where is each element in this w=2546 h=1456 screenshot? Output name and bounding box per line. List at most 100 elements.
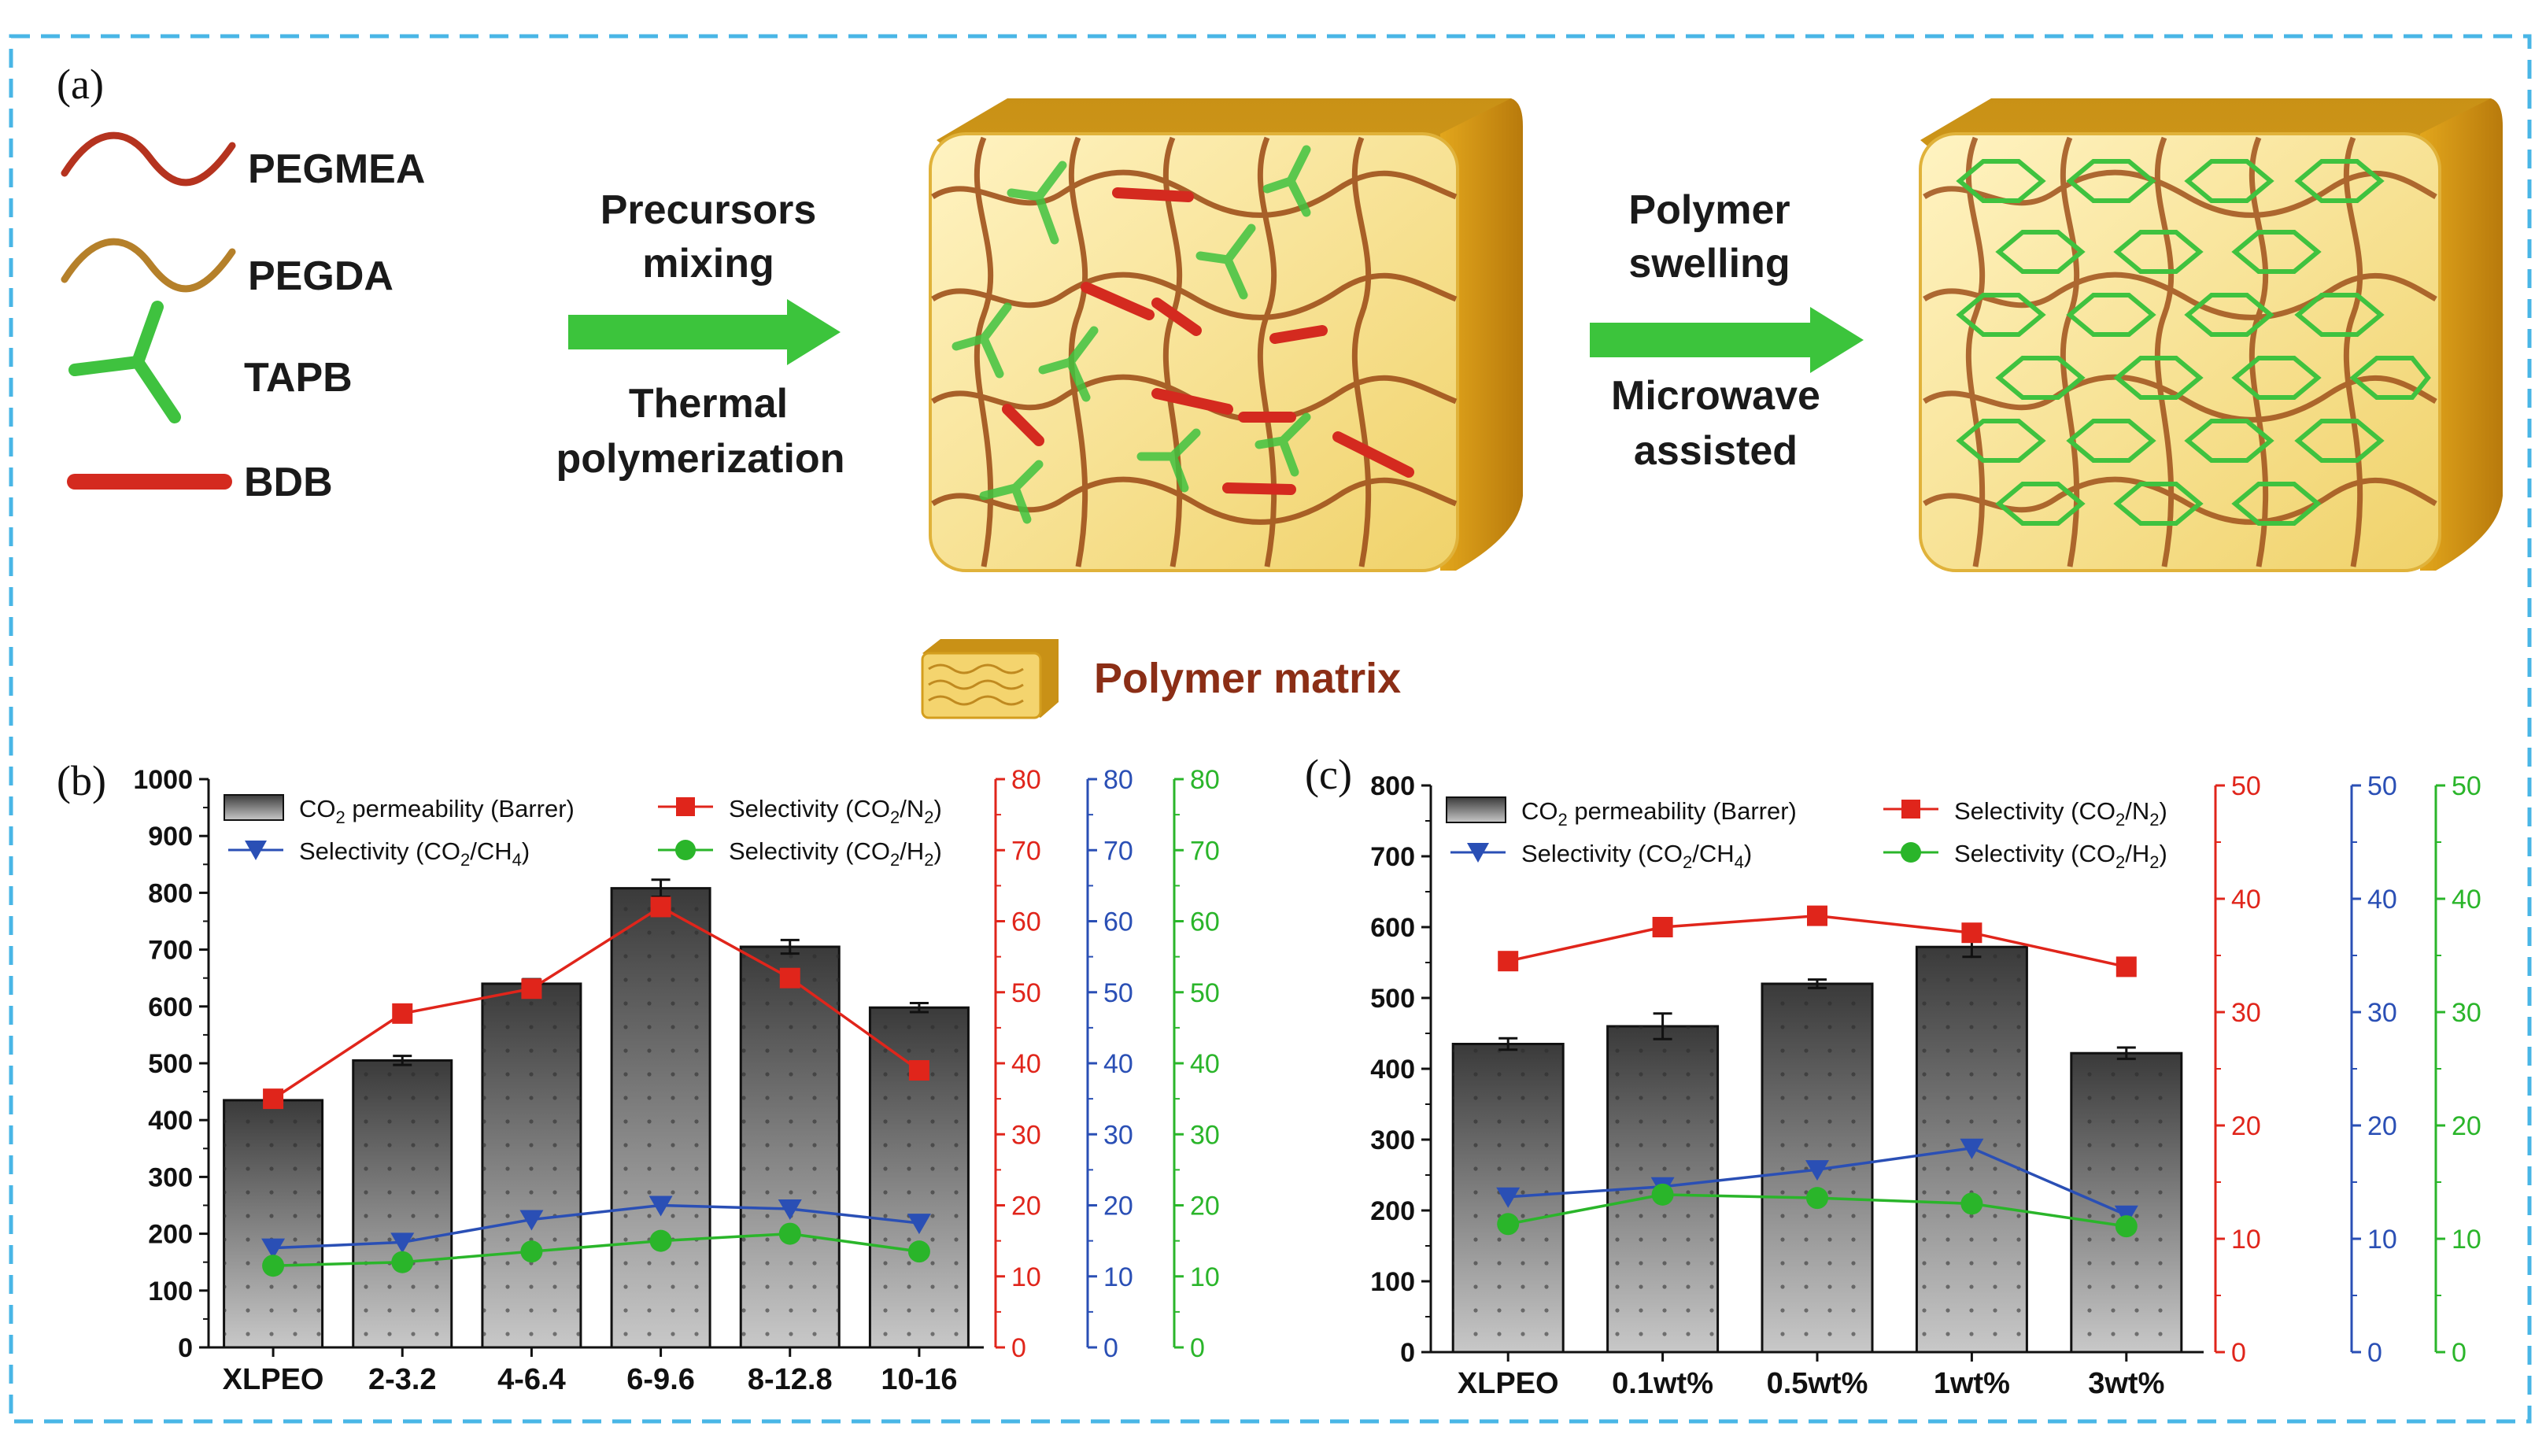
chart-b-legend: CO2 permeability (Barrer) Selectivity (C… — [224, 794, 942, 870]
right-tick-label: 70 — [1190, 836, 1220, 866]
series-point — [2115, 1215, 2138, 1238]
left-tick-label: 900 — [148, 822, 193, 852]
series-point — [263, 1088, 284, 1110]
legend-bar-label: CO2 permeability (Barrer) — [299, 795, 575, 827]
right-tick-label: 30 — [1103, 1120, 1133, 1150]
step1-top-line2: mixing — [642, 241, 774, 286]
bar-texture — [741, 946, 840, 1347]
left-tick-label: 100 — [1370, 1267, 1415, 1297]
series-point — [907, 1214, 931, 1235]
panel-a: (a) PEGMEA PEGDA TAPB BDB Precursors mix… — [57, 61, 2503, 719]
left-tick-label: 300 — [1370, 1125, 1415, 1155]
step1-arrow-icon — [568, 299, 841, 365]
polymer-matrix-label: Polymer matrix — [1094, 655, 1401, 702]
right-tick-label: 10 — [1103, 1262, 1133, 1292]
polymer-matrix-legend: Polymer matrix — [921, 639, 1401, 719]
bar-texture — [224, 1099, 323, 1347]
left-tick-label: 100 — [148, 1277, 193, 1306]
right-tick-label: 80 — [1011, 765, 1041, 795]
right-tick-label: 20 — [2367, 1111, 2397, 1141]
right-tick-label: 50 — [1011, 978, 1041, 1008]
step1-top-line1: Precursors — [600, 187, 817, 233]
step2-bottom-line1: Microwave — [1611, 373, 1820, 419]
series-line — [273, 1203, 920, 1250]
right-tick-label: 10 — [2231, 1225, 2261, 1255]
left-tick-label: 400 — [1370, 1055, 1415, 1085]
right-tick-label: 80 — [1103, 765, 1133, 795]
bar-texture — [482, 983, 581, 1347]
x-tick-label: XLPEO — [223, 1363, 324, 1396]
series-point — [392, 1003, 413, 1024]
legend-tapb: TAPB — [68, 301, 353, 423]
legend-bdb: BDB — [67, 460, 333, 505]
right-tick-label: 0 — [1011, 1333, 1026, 1363]
x-tick-label: 4-6.4 — [497, 1363, 566, 1396]
legend-ch4-marker — [245, 841, 267, 860]
legend-tapb-label: TAPB — [244, 355, 353, 401]
right-tick-label: 20 — [2231, 1111, 2261, 1141]
series-point — [1961, 922, 1982, 944]
series-point — [649, 1229, 672, 1252]
left-tick-label: 300 — [148, 1162, 193, 1192]
step1-arrow-group: Precursors mixing Thermal polymerization — [556, 187, 845, 482]
chart-c-legend: CO2 permeability (Barrer) Selectivity (C… — [1446, 796, 2167, 872]
right-tick-label: 50 — [1103, 978, 1133, 1008]
left-tick-label: 700 — [1370, 842, 1415, 872]
left-tick-label: 700 — [148, 936, 193, 966]
right-tick-label: 20 — [2452, 1111, 2481, 1141]
bar-texture — [612, 888, 711, 1347]
left-tick-label: 0 — [1400, 1338, 1415, 1368]
left-tick-label: 200 — [148, 1220, 193, 1250]
series-point — [1806, 1187, 1828, 1210]
series-point — [1960, 1138, 1984, 1159]
right-tick-label: 60 — [1103, 907, 1133, 937]
step2-top-line1: Polymer — [1628, 187, 1790, 233]
step2-top-line2: swelling — [1628, 241, 1790, 286]
right-tick-label: 30 — [2452, 998, 2481, 1028]
panel-c-label: (c) — [1305, 751, 1352, 798]
left-tick-label: 800 — [148, 878, 193, 908]
cube-cof — [1919, 98, 2503, 572]
series-line — [272, 905, 920, 1100]
series-point — [1497, 1213, 1520, 1236]
chart-c-xlabels: XLPEO 0.1wt% 0.5wt% 1wt% 3wt% — [1458, 1367, 2165, 1400]
panel-b-label: (b) — [57, 757, 106, 804]
series-line — [273, 1232, 920, 1267]
right-tick-label: 50 — [2367, 771, 2397, 801]
right-tick-label: 20 — [1011, 1192, 1041, 1221]
x-tick-label: XLPEO — [1458, 1367, 1559, 1400]
right-tick-label: 60 — [1190, 907, 1220, 937]
series-point — [907, 1240, 930, 1263]
right-tick-label: 50 — [2231, 771, 2261, 801]
right-tick-label: 80 — [1190, 765, 1220, 795]
legend-bar-swatch — [1446, 796, 1506, 823]
series-point — [649, 1195, 673, 1217]
bar-texture — [870, 1007, 969, 1347]
left-tick-label: 1000 — [133, 765, 193, 795]
x-tick-label: 6-9.6 — [626, 1363, 695, 1396]
right-tick-label: 30 — [1011, 1120, 1041, 1150]
legend-pegmea-label: PEGMEA — [248, 146, 425, 192]
pegmea-line-icon — [61, 131, 236, 187]
series-point — [520, 1240, 543, 1263]
chart-b-lines — [261, 896, 931, 1277]
chart-b-xlabels: XLPEO 2-3.2 4-6.4 6-9.6 8-12.8 10-16 — [223, 1363, 958, 1396]
right-tick-label: 50 — [1190, 978, 1220, 1008]
right-tick-label: 0 — [2452, 1338, 2467, 1368]
right-tick-label: 70 — [1011, 836, 1041, 866]
legend-h2-label: Selectivity (CO2/H2) — [729, 837, 942, 870]
series-point — [261, 1238, 286, 1259]
right-tick-label: 60 — [1011, 907, 1041, 937]
step1-bottom-line1: Thermal — [629, 381, 788, 427]
x-tick-label: 1wt% — [1934, 1367, 2010, 1400]
right-tick-label: 0 — [1190, 1333, 1205, 1363]
legend-pegda-label: PEGDA — [248, 253, 394, 299]
legend-bar-label: CO2 permeability (Barrer) — [1521, 797, 1797, 830]
series-point — [1652, 917, 1673, 937]
x-tick-label: 3wt% — [2088, 1367, 2164, 1400]
series-point — [391, 1251, 414, 1273]
chart-c-bars — [1451, 936, 2183, 1354]
step1-bottom-line2: polymerization — [556, 436, 845, 482]
bar-texture — [2071, 1053, 2182, 1352]
